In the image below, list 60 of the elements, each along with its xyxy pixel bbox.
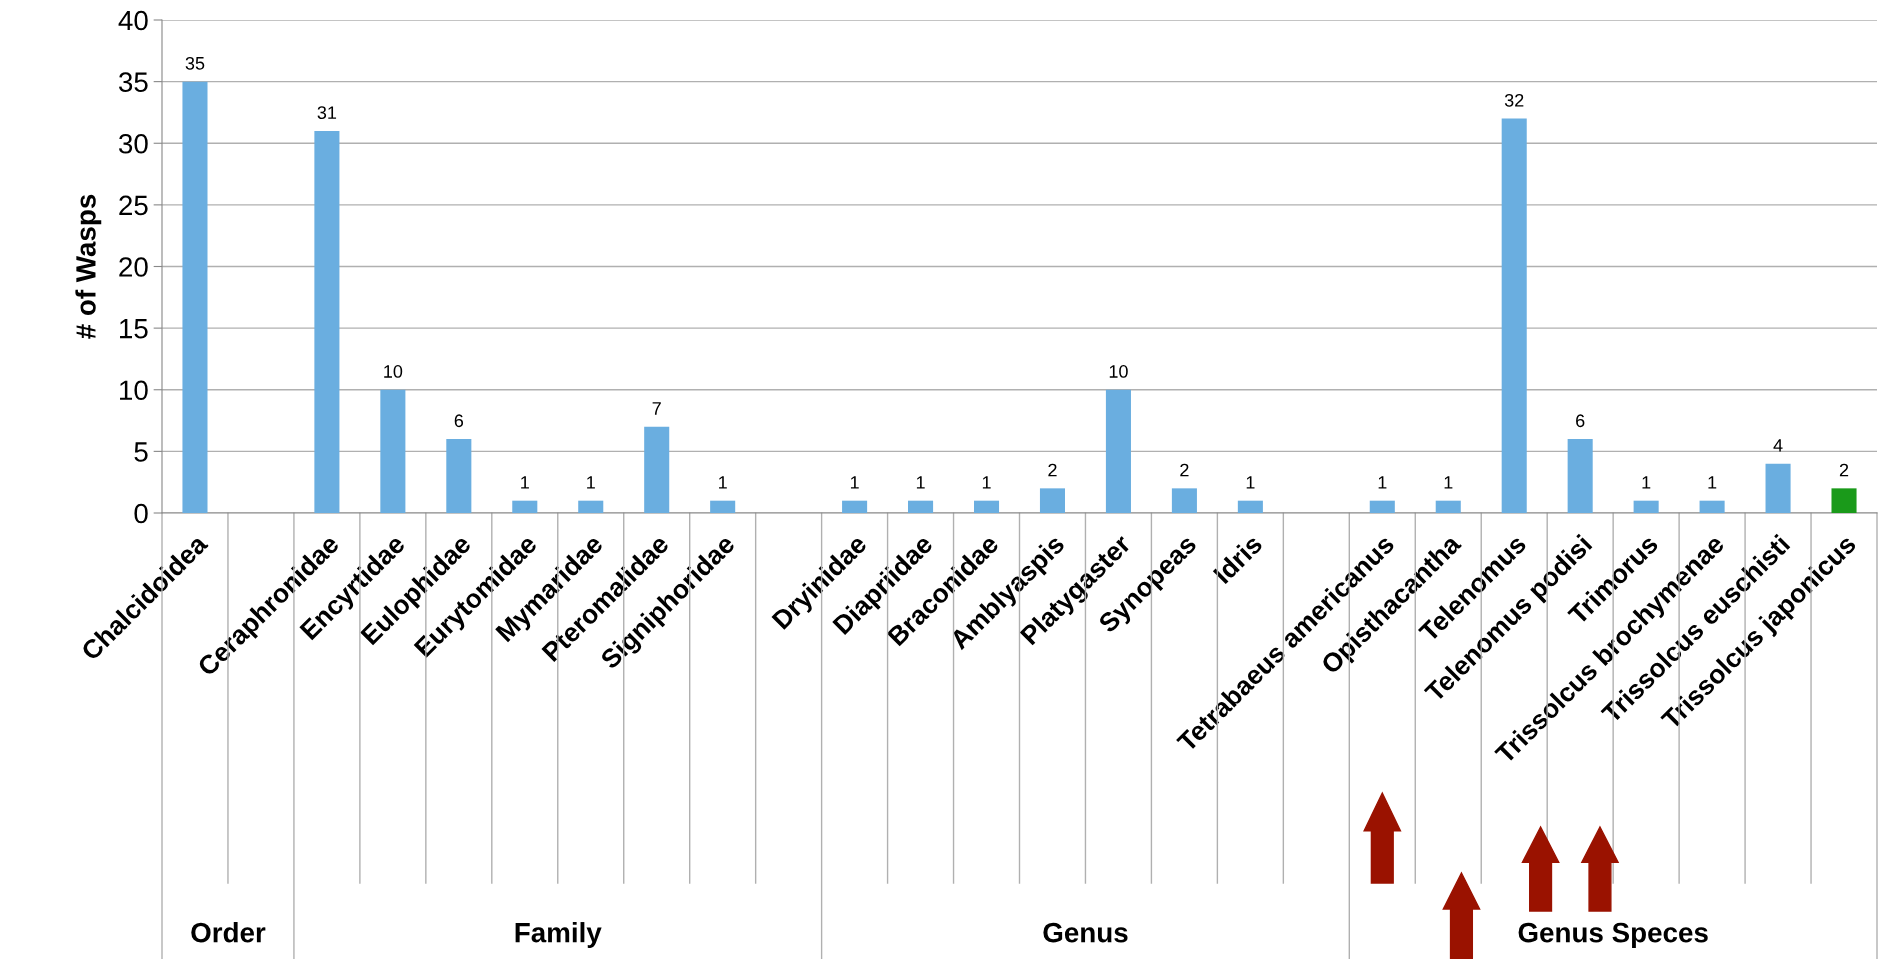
bar: [908, 500, 934, 513]
y-axis-title: # of Wasps: [75, 194, 102, 339]
data-label: 10: [1109, 365, 1128, 378]
data-label: 2: [1839, 463, 1849, 477]
bar: [1765, 463, 1791, 513]
text: Genus: [1043, 922, 1128, 943]
bar: [1501, 118, 1527, 513]
text: Order: [191, 922, 266, 943]
y-tick-label: 15: [120, 319, 148, 339]
bar: [1039, 488, 1066, 513]
bar: [512, 500, 538, 513]
y-tick-label: 25: [119, 195, 148, 216]
text: Genus Speces: [1518, 922, 1708, 948]
y-tick-label: 0: [134, 503, 148, 524]
bar: [1171, 488, 1197, 513]
bar: [578, 500, 604, 513]
data-label: 32: [1504, 93, 1524, 107]
y-tick-label: 30: [118, 133, 148, 154]
y-tick-label: 5: [134, 442, 148, 462]
data-label: 2: [1180, 463, 1189, 477]
bar: [1237, 500, 1263, 513]
bar: [1831, 488, 1857, 513]
data-label: 1: [1246, 476, 1255, 489]
bar: [644, 426, 670, 513]
data-label: 10: [384, 365, 403, 378]
data-label: 1: [587, 476, 595, 489]
bar: [1435, 500, 1461, 513]
data-label: 1: [1378, 476, 1387, 489]
y-tick-label: 40: [118, 10, 148, 31]
data-label: 1: [850, 476, 859, 489]
data-label: 7: [652, 402, 661, 415]
bar: [842, 500, 868, 513]
data-label: 1: [719, 476, 727, 489]
data-label: 2: [1048, 463, 1057, 477]
data-label: 1: [1444, 476, 1453, 489]
data-label: 4: [1773, 439, 1783, 452]
bar: [710, 500, 736, 513]
data-label: 1: [916, 476, 925, 489]
bar: [314, 130, 340, 513]
bar: [1699, 500, 1725, 513]
bar: [1633, 500, 1659, 513]
bar: [1567, 439, 1593, 513]
y-tick-label: 35: [118, 72, 148, 92]
bar: [1369, 500, 1395, 513]
data-label: 6: [1576, 414, 1585, 428]
bar: [446, 439, 472, 513]
y-tick-label: 10: [120, 380, 148, 401]
data-label: 1: [1708, 476, 1717, 489]
data-label: 35: [185, 56, 205, 70]
text: Family: [515, 922, 602, 948]
data-label: 1: [521, 476, 529, 489]
data-label: 6: [454, 414, 464, 428]
bar: [380, 389, 406, 513]
bar: [1105, 389, 1131, 513]
data-label: 31: [317, 106, 337, 120]
y-tick-label: 20: [119, 257, 148, 277]
data-label: 1: [1642, 476, 1651, 489]
data-label: 1: [982, 476, 991, 489]
bar: [973, 500, 1000, 513]
bar: [182, 81, 208, 513]
